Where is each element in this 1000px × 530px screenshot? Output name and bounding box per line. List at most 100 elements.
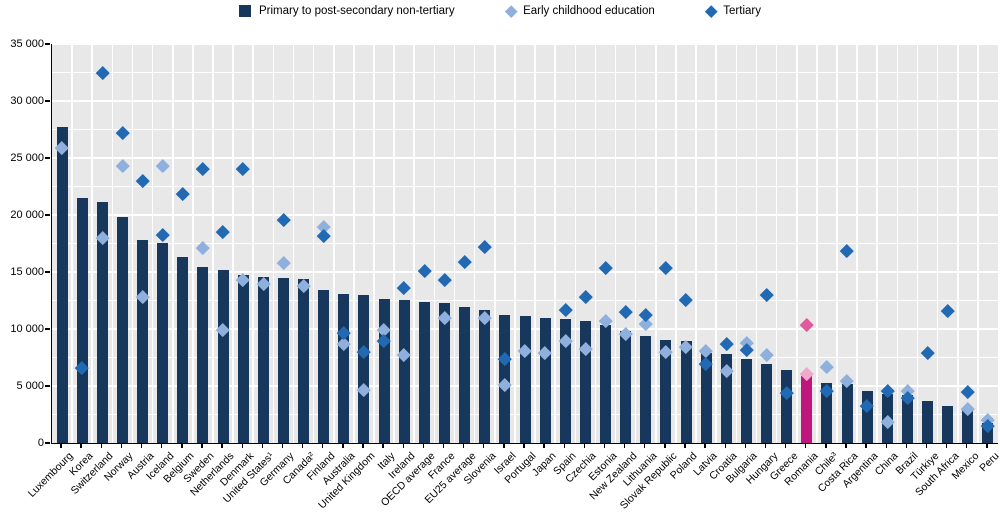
tertiary-point-croatia <box>719 337 733 351</box>
bar-latvia <box>700 352 712 443</box>
x-tick <box>583 444 586 448</box>
bar-korea <box>76 197 88 443</box>
legend-label: Primary to post-secondary non-tertiary <box>259 5 455 17</box>
bar-united-states <box>257 277 269 443</box>
x-tick <box>684 444 686 448</box>
v-gridline <box>574 44 577 443</box>
x-tick <box>442 444 445 448</box>
h-gridline <box>52 299 998 302</box>
v-gridline <box>192 44 194 443</box>
y-tick <box>45 43 50 45</box>
ece-point-iceland <box>155 159 170 173</box>
x-tick <box>301 444 304 448</box>
v-gridline <box>171 44 174 443</box>
x-tick <box>543 444 545 448</box>
v-gridline <box>735 44 738 443</box>
bar-romania <box>801 375 813 443</box>
y-tick-label: 30 000 <box>10 94 44 107</box>
legend-item-early-childhood-education: Early childhood education <box>504 4 655 18</box>
x-tick <box>623 444 626 448</box>
x-tick <box>865 444 867 448</box>
x-tick <box>523 444 525 448</box>
bar-new-zealand <box>620 331 632 443</box>
v-gridline <box>816 44 818 443</box>
bar-brazil <box>901 395 913 443</box>
square-marker-icon <box>239 5 251 17</box>
y-tick <box>45 271 50 273</box>
tertiary-point-poland <box>679 293 693 307</box>
ece-point-chile <box>820 359 834 374</box>
v-gridline <box>131 44 134 443</box>
tertiary-point-sweden <box>196 162 210 176</box>
tertiary-point-iceland <box>155 228 170 242</box>
v-gridline <box>252 44 255 443</box>
x-tick <box>825 444 827 448</box>
ece-point-germany <box>276 256 291 270</box>
diamond-marker-icon <box>705 4 718 18</box>
bar-costa-rica <box>841 383 853 443</box>
v-gridline <box>433 44 436 443</box>
y-tick <box>45 442 50 444</box>
x-tick <box>966 444 968 448</box>
x-tick <box>805 444 807 448</box>
y-tick <box>45 214 50 216</box>
tertiary-point-spain <box>558 302 572 317</box>
bar-switzerland <box>96 202 108 443</box>
v-gridline <box>91 44 94 443</box>
tertiary-point-switzerland <box>95 65 110 80</box>
bar-iceland <box>157 242 169 443</box>
bar-belgium <box>177 257 189 443</box>
v-gridline <box>876 44 879 443</box>
v-gridline <box>373 44 375 443</box>
x-tick <box>905 444 908 448</box>
bar-chile <box>821 382 833 443</box>
v-gridline <box>393 44 395 443</box>
x-tick <box>664 444 666 448</box>
h-gridline <box>52 185 998 188</box>
h-gridline <box>52 43 998 45</box>
plot-area <box>51 43 998 444</box>
bar-croatia <box>720 354 732 443</box>
x-tick <box>281 444 284 448</box>
x-tick <box>382 444 384 448</box>
x-tick <box>885 444 887 448</box>
bar-slovak-republic <box>660 339 672 443</box>
x-tick <box>845 444 847 448</box>
v-gridline <box>534 44 536 443</box>
h-gridline <box>52 71 998 74</box>
v-gridline <box>453 44 456 443</box>
x-tick <box>322 444 324 448</box>
v-gridline <box>896 44 899 443</box>
bar-netherlands <box>217 270 229 443</box>
diamond-marker-icon <box>504 4 517 18</box>
x-tick <box>120 444 123 448</box>
v-gridline <box>655 44 657 443</box>
bar-slovenia <box>479 310 491 443</box>
h-gridline <box>52 242 998 245</box>
bar-finland <box>318 290 330 443</box>
tertiary-point-denmark <box>236 162 250 176</box>
x-tick <box>563 444 565 448</box>
v-gridline <box>755 44 758 443</box>
bar-lithuania <box>640 335 652 443</box>
y-tick <box>45 100 50 102</box>
bar-mexico <box>962 409 974 443</box>
y-tick-label: 0 <box>37 436 44 449</box>
tertiary-point-eu25-average <box>457 255 472 269</box>
y-tick-label: 10 000 <box>10 322 44 335</box>
v-gridline <box>836 44 838 443</box>
v-gridline <box>473 44 476 443</box>
v-gridline <box>212 44 214 443</box>
v-gridline <box>715 44 717 443</box>
legend-label: Tertiary <box>723 5 761 17</box>
x-tick <box>644 444 646 448</box>
bar-united-kingdom <box>358 294 370 443</box>
x-tick <box>784 444 787 448</box>
bar-eu25-average <box>459 307 471 443</box>
tertiary-point-mexico <box>961 384 975 399</box>
v-gridline <box>775 44 778 443</box>
x-tick <box>402 444 404 448</box>
h-gridline <box>52 100 998 102</box>
bar-portugal <box>519 316 531 443</box>
v-gridline <box>795 44 798 443</box>
